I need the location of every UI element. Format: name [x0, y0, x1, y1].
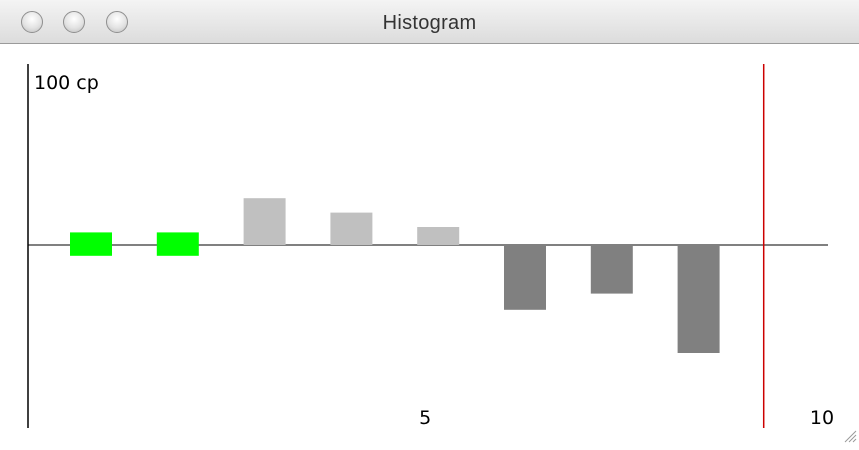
y-axis-unit-label: 100 cp	[34, 72, 99, 94]
histogram-bar-4	[330, 212, 373, 245]
histogram-bar-1	[70, 232, 112, 256]
minimize-button[interactable]	[63, 11, 85, 33]
histogram-chart: 100 cp 5 10	[27, 64, 834, 429]
window-title: Histogram	[382, 12, 477, 34]
histogram-bar-5	[417, 227, 460, 245]
histogram-bar-7	[590, 245, 633, 294]
histogram-bar-2	[156, 232, 199, 256]
x-tick-label-10: 10	[810, 407, 834, 429]
histogram-bar-8	[677, 245, 720, 353]
title-bar[interactable]: Histogram	[0, 0, 859, 44]
histogram-chart-area: 100 cp 5 10	[0, 44, 859, 445]
histogram-bar-6	[504, 245, 546, 310]
resize-grip-icon[interactable]	[841, 427, 857, 443]
histogram-bar-3	[243, 198, 286, 245]
close-button[interactable]	[21, 11, 43, 33]
x-tick-labels: 5 10	[419, 407, 834, 429]
zoom-button[interactable]	[106, 11, 128, 33]
x-tick-label-5: 5	[419, 407, 431, 429]
bars-group	[70, 198, 720, 353]
